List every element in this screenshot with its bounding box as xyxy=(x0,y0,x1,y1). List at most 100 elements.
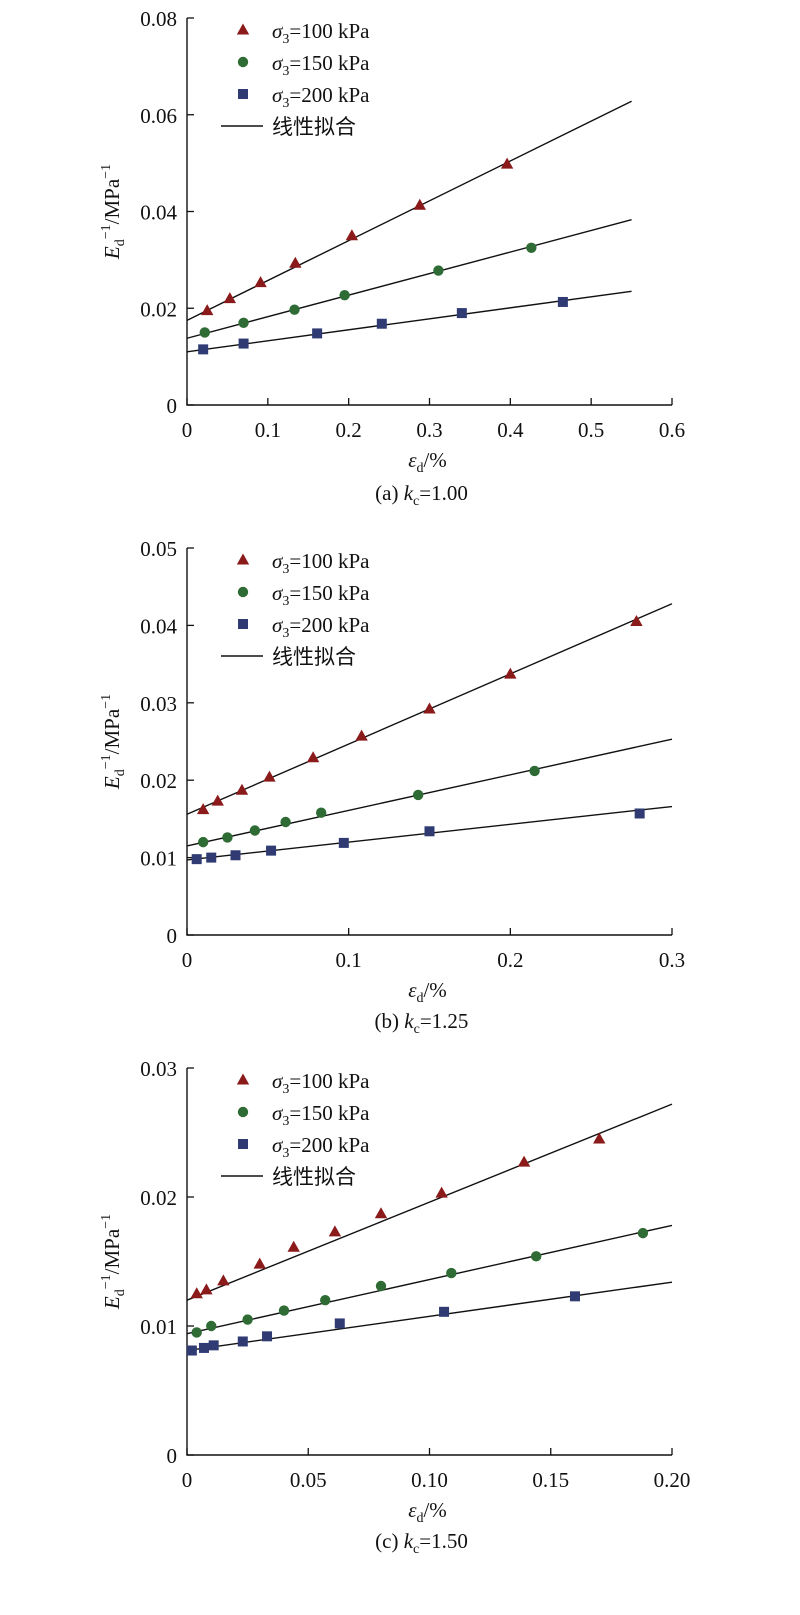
data-point-series-2 xyxy=(249,825,261,836)
data-point-series-3 xyxy=(570,1291,580,1302)
data-point-series-1 xyxy=(593,1132,606,1144)
legend-fit-label: 线性拟合 xyxy=(272,1165,356,1189)
legend-marker xyxy=(236,1073,250,1085)
data-point-series-2 xyxy=(280,816,291,828)
x-tick-label: 0.15 xyxy=(532,1468,569,1492)
data-point-series-3 xyxy=(186,1345,197,1356)
data-point-series-1 xyxy=(254,276,267,288)
legend-marker xyxy=(237,56,249,68)
data-point-series-3 xyxy=(424,826,435,837)
data-point-series-2 xyxy=(222,832,233,843)
data-point-series-3 xyxy=(334,1318,345,1329)
x-tick-label: 0 xyxy=(182,1468,193,1492)
data-point-series-3 xyxy=(198,344,209,355)
y-tick-label: 0.08 xyxy=(140,7,177,31)
x-tick-label: 0.3 xyxy=(416,418,442,442)
y-tick-label: 0 xyxy=(167,1444,178,1468)
data-point-series-2 xyxy=(637,1227,649,1239)
data-point-series-3 xyxy=(376,318,387,329)
data-point-series-2 xyxy=(433,265,444,276)
legend-marker xyxy=(236,23,250,35)
y-tick-label: 0.02 xyxy=(140,1186,177,1210)
data-point-series-3 xyxy=(237,1336,248,1347)
x-tick-label: 0.5 xyxy=(578,418,604,442)
data-point-series-1 xyxy=(217,1274,230,1286)
fit-line-series-1 xyxy=(186,100,632,321)
data-point-series-1 xyxy=(630,615,643,627)
legend-marker xyxy=(236,553,250,565)
y-tick-label: 0.01 xyxy=(140,847,177,871)
x-tick-label: 0.20 xyxy=(654,1468,691,1492)
data-point-series-2 xyxy=(278,1305,290,1316)
legend-marker xyxy=(237,586,249,598)
data-point-series-1 xyxy=(374,1207,388,1219)
x-axis-label: εd/% xyxy=(408,448,447,476)
x-tick-label: 0 xyxy=(182,948,193,972)
fit-line-series-1 xyxy=(186,1103,673,1301)
x-tick-label: 0.2 xyxy=(336,418,362,442)
data-point-series-1 xyxy=(423,702,436,714)
data-point-series-2 xyxy=(529,765,540,777)
legend: σ3=100 kPa σ3=150 kPa σ3=200 kPa 线性拟合 xyxy=(221,1069,370,1189)
legend-label: σ3=150 kPa xyxy=(272,51,370,79)
data-point-series-3 xyxy=(238,338,249,349)
y-tick-label: 0.04 xyxy=(140,614,177,638)
x-tick-label: 0.2 xyxy=(497,948,523,972)
y-tick-label: 0 xyxy=(167,394,178,418)
data-point-series-2 xyxy=(320,1295,331,1306)
data-point-series-2 xyxy=(197,836,209,848)
chart-caption: (c) kc=1.50 xyxy=(375,1529,468,1557)
data-point-series-1 xyxy=(289,256,302,268)
fit-line-series-3 xyxy=(186,290,632,353)
data-point-series-1 xyxy=(345,229,359,241)
data-point-series-2 xyxy=(339,289,350,301)
legend-marker xyxy=(238,619,248,629)
data-point-series-1 xyxy=(253,1257,266,1269)
chart-caption: (b) kc=1.25 xyxy=(375,1009,469,1037)
y-tick-label: 0.01 xyxy=(140,1315,177,1339)
x-tick-label: 0.4 xyxy=(497,418,524,442)
x-tick-label: 0.1 xyxy=(255,418,281,442)
legend-fit-label: 线性拟合 xyxy=(272,115,356,139)
data-point-series-2 xyxy=(446,1267,457,1279)
legend-label: σ3=150 kPa xyxy=(272,581,370,609)
legend-label: σ3=100 kPa xyxy=(272,549,370,577)
data-point-series-1 xyxy=(355,729,368,741)
y-tick-label: 0.05 xyxy=(140,537,177,561)
legend: σ3=100 kPa σ3=150 kPa σ3=200 kPa 线性拟合 xyxy=(221,19,370,139)
chart-panel-3: 0 0.05 0.10 0.15 0.20 0 0.01 0.02 0.03 εd/% Ed−1/M… xyxy=(99,1057,690,1557)
y-tick-label: 0.04 xyxy=(140,201,177,225)
y-axis-label: Ed−1/MPa−1 xyxy=(99,694,128,790)
fit-line-series-2 xyxy=(186,219,632,339)
legend-fit-label: 线性拟合 xyxy=(272,645,356,669)
data-point-series-2 xyxy=(412,789,424,801)
x-tick-label: 0.6 xyxy=(659,418,685,442)
data-point-series-2 xyxy=(191,1327,202,1338)
fit-line-series-2 xyxy=(186,1224,673,1335)
data-point-series-2 xyxy=(375,1280,387,1292)
y-tick-label: 0.02 xyxy=(140,769,177,793)
data-point-series-1 xyxy=(517,1155,531,1167)
data-point-series-2 xyxy=(289,304,300,315)
data-point-series-3 xyxy=(191,854,202,865)
data-point-series-1 xyxy=(190,1287,203,1299)
legend-label: σ3=200 kPa xyxy=(272,83,370,111)
data-point-series-3 xyxy=(198,1342,209,1353)
data-point-series-3 xyxy=(230,850,241,861)
x-axis-label: εd/% xyxy=(408,1498,447,1526)
axes-lines xyxy=(186,18,672,406)
legend-label: σ3=100 kPa xyxy=(272,19,370,47)
legend-marker xyxy=(237,1106,249,1118)
legend: σ3=100 kPa σ3=150 kPa σ3=200 kPa 线性拟合 xyxy=(221,549,370,669)
data-point-series-2 xyxy=(526,242,537,253)
y-tick-label: 0.03 xyxy=(140,1057,177,1081)
axes-lines xyxy=(186,548,672,936)
data-point-series-2 xyxy=(531,1251,542,1262)
data-point-series-3 xyxy=(262,1331,273,1342)
data-point-series-1 xyxy=(287,1240,300,1252)
data-point-series-3 xyxy=(439,1306,450,1317)
data-point-series-1 xyxy=(306,751,320,763)
y-tick-label: 0.02 xyxy=(140,297,177,321)
y-tick-label: 0.03 xyxy=(140,692,177,716)
